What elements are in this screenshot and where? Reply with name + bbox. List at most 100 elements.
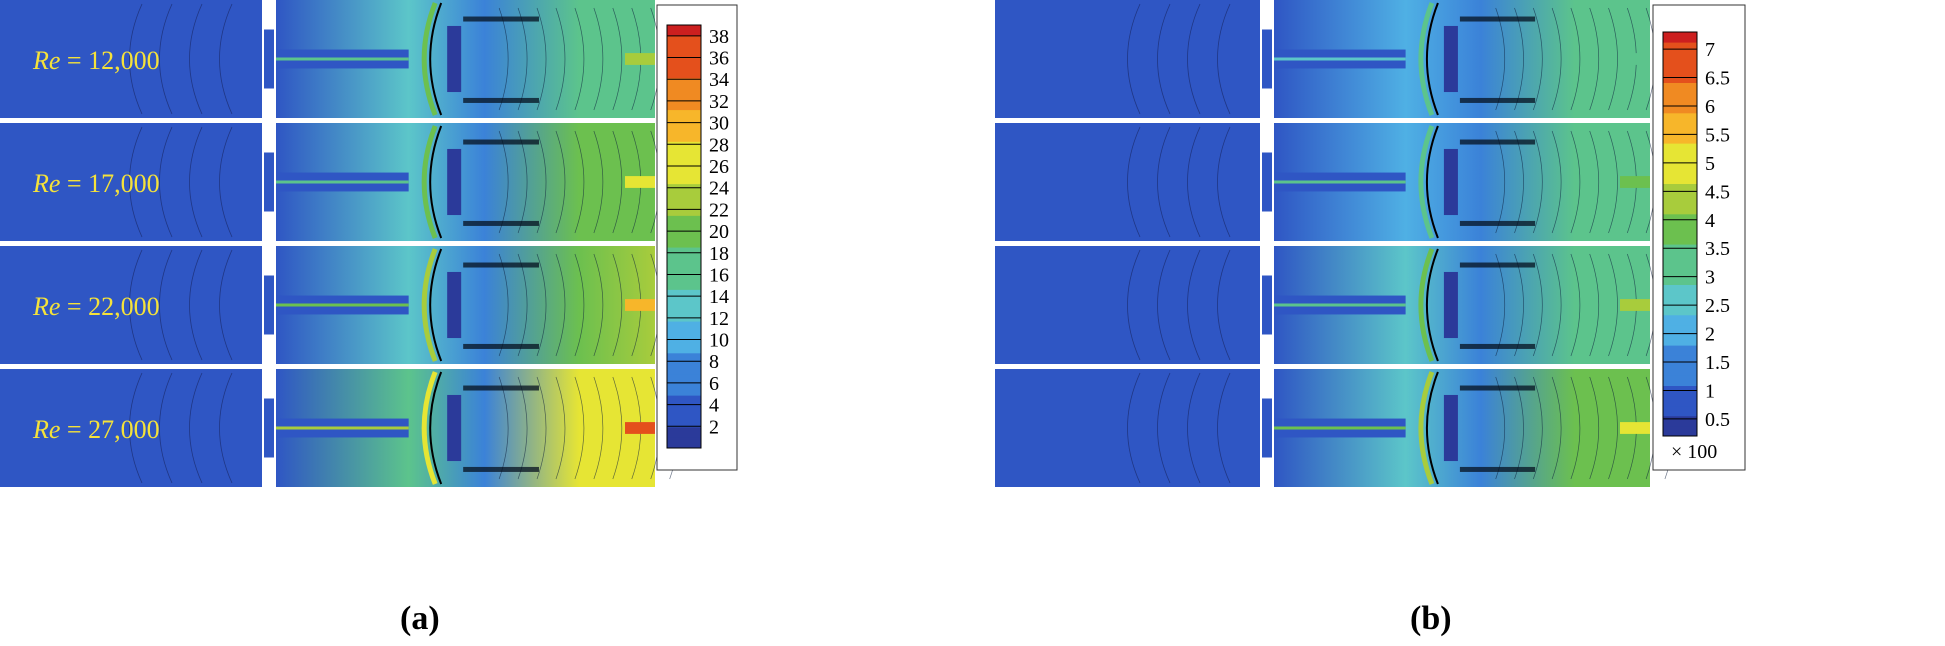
colorbar-segment bbox=[1663, 254, 1697, 265]
arc-contour bbox=[429, 2, 443, 116]
colorbar-tick-label: 12 bbox=[709, 308, 729, 330]
contour-line bbox=[189, 372, 203, 484]
baffle-body bbox=[1262, 152, 1272, 212]
colorbar-segment bbox=[667, 141, 701, 153]
contour-line bbox=[1551, 7, 1562, 111]
contour-line bbox=[1570, 253, 1581, 357]
contour-line bbox=[555, 376, 566, 480]
arc-feature bbox=[421, 371, 438, 485]
contour-line bbox=[219, 249, 233, 361]
contour-line bbox=[1157, 249, 1171, 361]
baffle-slot-top bbox=[264, 0, 274, 30]
outlet-peak bbox=[625, 53, 655, 65]
contour-line bbox=[1551, 253, 1562, 357]
colorbar-segment bbox=[1663, 173, 1697, 184]
colorbar-segment bbox=[1663, 355, 1697, 366]
shear-band bbox=[463, 343, 539, 349]
colorbar-segment bbox=[667, 162, 701, 174]
contour-line bbox=[1127, 3, 1141, 115]
colorbar-segment bbox=[1663, 42, 1697, 53]
contour-line bbox=[159, 126, 173, 238]
colorbar-segment bbox=[1663, 193, 1697, 205]
obstacle-block bbox=[1443, 25, 1458, 93]
contour-line bbox=[159, 372, 173, 484]
row-separator bbox=[995, 241, 1650, 246]
contour-line bbox=[159, 3, 173, 115]
colorbar-segment bbox=[1663, 244, 1697, 255]
contour-line bbox=[159, 249, 173, 361]
re-value: = 12,000 bbox=[60, 46, 159, 75]
colorbar-tick-label: 30 bbox=[709, 113, 729, 135]
colorbar-tick-label: 16 bbox=[709, 264, 729, 286]
colorbar-segment bbox=[667, 46, 701, 58]
contour-line bbox=[1187, 126, 1201, 238]
colorbar-tick-label: 0.5 bbox=[1705, 409, 1730, 431]
colorbar-segment bbox=[667, 109, 701, 121]
colorbar-segment bbox=[667, 204, 701, 216]
baffle-body bbox=[264, 275, 274, 335]
colorbar-segment bbox=[1663, 183, 1697, 195]
contour-line bbox=[219, 3, 233, 115]
colorbar-segment bbox=[1663, 112, 1697, 124]
baffle-slot-bottom bbox=[264, 457, 274, 487]
arc-contour bbox=[429, 248, 443, 362]
outlet-peak bbox=[1620, 53, 1650, 65]
colorbar-tick-label: 2 bbox=[709, 416, 719, 438]
contour-row: Re = 17,000 bbox=[0, 123, 679, 246]
row-separator bbox=[0, 364, 655, 369]
shear-band bbox=[1459, 139, 1536, 145]
contour-line bbox=[189, 249, 203, 361]
outlet-peak bbox=[625, 422, 655, 434]
contour-line bbox=[1608, 130, 1618, 234]
shear-band bbox=[463, 139, 539, 145]
colorbar-tick-label: 6 bbox=[709, 373, 719, 395]
baffle-body bbox=[1262, 398, 1272, 458]
colorbar-segment bbox=[1663, 375, 1697, 386]
arc-feature bbox=[421, 248, 438, 362]
contour-line bbox=[574, 376, 585, 480]
row-separator bbox=[0, 241, 655, 246]
colorbar-segment bbox=[667, 77, 701, 89]
colorbar-segment bbox=[667, 289, 701, 301]
contour-line bbox=[1127, 372, 1141, 484]
shear-band bbox=[463, 97, 539, 103]
arc-feature bbox=[1418, 125, 1435, 239]
baffle-slot-top bbox=[1262, 0, 1272, 30]
colorbar-segment bbox=[1663, 345, 1697, 356]
arc-feature bbox=[421, 2, 438, 116]
contour-line bbox=[1157, 372, 1171, 484]
colorbar-segment bbox=[667, 437, 701, 449]
shear-band bbox=[463, 16, 539, 22]
colorbar-segment bbox=[667, 67, 701, 79]
arc-feature bbox=[1418, 2, 1435, 116]
contour-line bbox=[1589, 376, 1599, 480]
re-value: = 17,000 bbox=[60, 169, 159, 198]
contour-row: Re = 12,000 bbox=[0, 0, 679, 123]
colorbar-segment bbox=[1663, 223, 1697, 235]
upstream-region bbox=[0, 246, 262, 364]
baffle-body bbox=[264, 152, 274, 212]
outlet-peak bbox=[1620, 299, 1650, 311]
contour-row: Re = 22,000 bbox=[0, 246, 679, 369]
contour-line bbox=[1570, 376, 1581, 480]
colorbar-tick-label: 5 bbox=[1705, 153, 1715, 175]
colorbar-segment bbox=[667, 426, 701, 438]
colorbar-multiplier: × 100 bbox=[1671, 441, 1717, 463]
contour-line bbox=[1127, 249, 1141, 361]
colorbar-segment bbox=[1663, 82, 1697, 94]
contour-line bbox=[129, 372, 143, 484]
contour-line bbox=[612, 7, 623, 111]
colorbar-segment bbox=[667, 56, 701, 68]
colorbar-segment bbox=[667, 416, 701, 428]
re-symbol: Re bbox=[32, 292, 60, 321]
contour-line bbox=[1187, 249, 1201, 361]
baffle-slot-bottom bbox=[1262, 88, 1272, 118]
contour-line bbox=[1127, 126, 1141, 238]
contour-line bbox=[1589, 253, 1599, 357]
colorbar-segment bbox=[1663, 405, 1697, 417]
contour-line bbox=[574, 7, 585, 111]
colorbar-segment bbox=[667, 120, 701, 132]
colorbar-segment bbox=[667, 88, 701, 100]
contour-figure-b: 0.5 1 1.5 2 2.5 3 3.5 4 4.5 5 5.5 6 6.5 7 × 100 bbox=[995, 0, 1746, 492]
panel-label-b: (b) bbox=[1410, 600, 1452, 637]
